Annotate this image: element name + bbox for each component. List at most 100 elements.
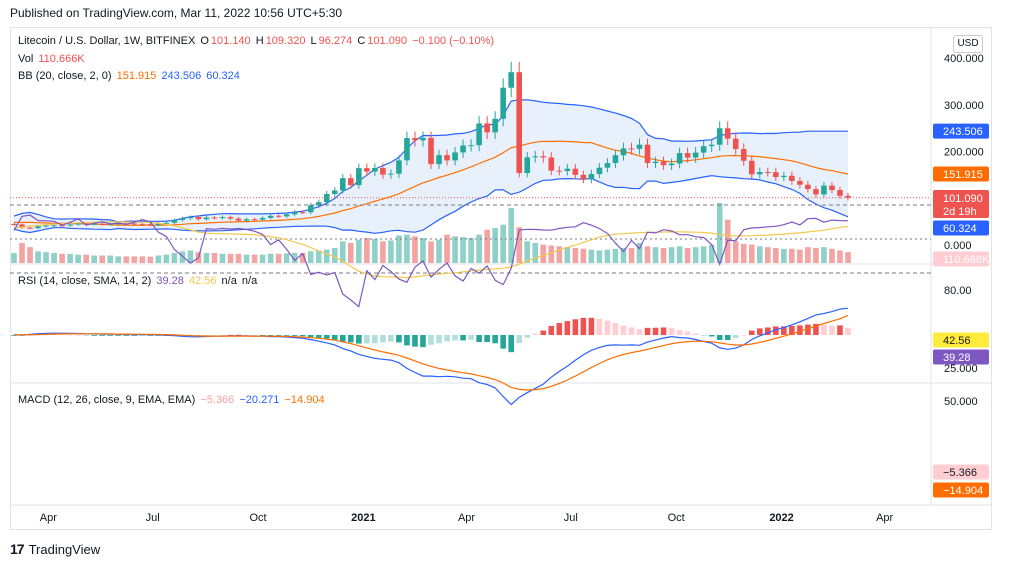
candle-body xyxy=(267,215,274,218)
macd-histogram-bar xyxy=(548,325,555,335)
tag-macd-hist-bg xyxy=(933,464,989,480)
volume-bar xyxy=(676,246,683,263)
candle-body xyxy=(187,217,194,219)
tag-rsi-ma-bg xyxy=(933,332,989,348)
legend-rsi: RSI (14, close, SMA, 14, 2) 39.28 42.56 … xyxy=(18,275,259,287)
volume-bar xyxy=(211,253,218,263)
volume-bar xyxy=(821,247,827,263)
volume-bar xyxy=(243,254,250,263)
legend-bb-up: 243.506 xyxy=(161,70,202,82)
macd-histogram-bar xyxy=(572,319,579,335)
time-axis-label: Oct xyxy=(249,512,266,524)
macd-histogram-bar xyxy=(668,327,675,335)
volume-bar xyxy=(147,256,154,263)
volume-bar xyxy=(155,255,162,263)
tag-rsi-ma: 42.56 xyxy=(943,335,971,347)
candle-body xyxy=(532,156,539,158)
volume-bar xyxy=(805,247,811,263)
volume-bar xyxy=(452,236,458,263)
legend-bb-label: BB (20, close, 2, 0) xyxy=(18,70,112,82)
macd-histogram-bar xyxy=(789,325,795,335)
tag-macd-signal: −14.904 xyxy=(943,485,983,497)
tag-countdown: 2d 19h xyxy=(943,206,977,218)
candle-body xyxy=(588,174,595,180)
volume-bar xyxy=(532,243,539,263)
volume-bar xyxy=(436,239,442,263)
tag-last-price-bg xyxy=(933,190,989,218)
macd-histogram-bar xyxy=(356,335,362,344)
macd-histogram-bar xyxy=(644,327,651,335)
candle-body xyxy=(339,178,346,191)
macd-histogram-bar xyxy=(580,317,587,335)
volume-bar xyxy=(588,249,595,263)
volume-bar xyxy=(396,235,402,263)
volume-bar xyxy=(404,234,410,263)
volume-bar xyxy=(684,248,691,263)
volume-bar xyxy=(123,256,130,263)
volume-bar xyxy=(556,246,563,263)
volume-bar xyxy=(131,256,138,263)
macd-histogram-bar xyxy=(700,335,707,336)
macd-histogram-bar xyxy=(235,334,242,336)
candle-body xyxy=(131,223,138,225)
macd-histogram-bar xyxy=(59,334,65,336)
volume-bar xyxy=(83,254,89,263)
volume-bar xyxy=(412,236,418,263)
macd-histogram-bar xyxy=(444,335,450,342)
volume-bar xyxy=(115,256,122,263)
volume-bar xyxy=(259,254,266,263)
volume-bar xyxy=(107,255,114,263)
macd-histogram-bar xyxy=(251,335,258,336)
volume-bar xyxy=(765,247,771,263)
macd-histogram-bar xyxy=(331,335,338,340)
currency-button[interactable]: USD xyxy=(953,35,983,53)
tag-bb-upper-bg xyxy=(933,123,989,139)
macd-histogram-bar xyxy=(612,323,619,335)
volume-bar xyxy=(171,253,178,263)
candle-body xyxy=(35,226,41,229)
volume-bar xyxy=(700,246,707,263)
macd-histogram-bar xyxy=(131,335,138,336)
volume-bar xyxy=(732,241,739,263)
volume-bar xyxy=(299,253,306,263)
candle-body xyxy=(235,218,242,221)
macd-histogram-bar xyxy=(476,335,482,342)
candle-body xyxy=(652,161,659,164)
volume-bar xyxy=(845,252,851,263)
legend-change: −0.100 (−0.10%) xyxy=(412,35,495,47)
price-axis-label: 0.000 xyxy=(944,240,972,252)
volume-bar xyxy=(756,246,763,263)
macd-histogram-bar xyxy=(588,317,595,335)
legend-symbol: Litecoin / U.S. Dollar, 1W, BITFINEX xyxy=(18,35,196,47)
macd-histogram-bar xyxy=(660,327,667,335)
volume-bar xyxy=(580,248,587,263)
macd-histogram-bar xyxy=(756,328,763,335)
legend-high-label: H xyxy=(255,35,264,47)
macd-axis-label: 50.000 xyxy=(944,396,978,408)
legend-open-label: O xyxy=(200,35,209,47)
candle-body xyxy=(299,212,306,214)
candle-body xyxy=(115,223,122,225)
volume-bar xyxy=(660,248,667,263)
macd-histogram-bar xyxy=(339,335,346,342)
legend-rsi-na-1: n/a xyxy=(221,275,237,287)
macd-histogram-bar xyxy=(364,335,370,344)
macd-histogram-bar xyxy=(805,324,811,335)
time-axis-label: Jul xyxy=(146,512,160,524)
candle-body xyxy=(580,174,587,180)
tag-bb-basis: 151.915 xyxy=(943,169,983,181)
candle-body xyxy=(163,222,170,224)
volume-bar xyxy=(388,240,394,263)
candle-body xyxy=(412,138,418,141)
macd-histogram-bar xyxy=(845,327,851,335)
legend-bb-mid: 151.915 xyxy=(116,70,157,82)
time-axis: Apr Jul Oct 2021 Apr Jul Oct 2022 Apr xyxy=(40,512,894,524)
candle-body xyxy=(43,225,49,227)
volume-bar xyxy=(781,248,787,263)
macd-histogram-bar xyxy=(267,335,274,336)
macd-histogram-bar xyxy=(388,335,394,342)
volume-bar xyxy=(476,234,482,263)
candle-body xyxy=(331,190,338,195)
candle-body xyxy=(275,215,282,217)
